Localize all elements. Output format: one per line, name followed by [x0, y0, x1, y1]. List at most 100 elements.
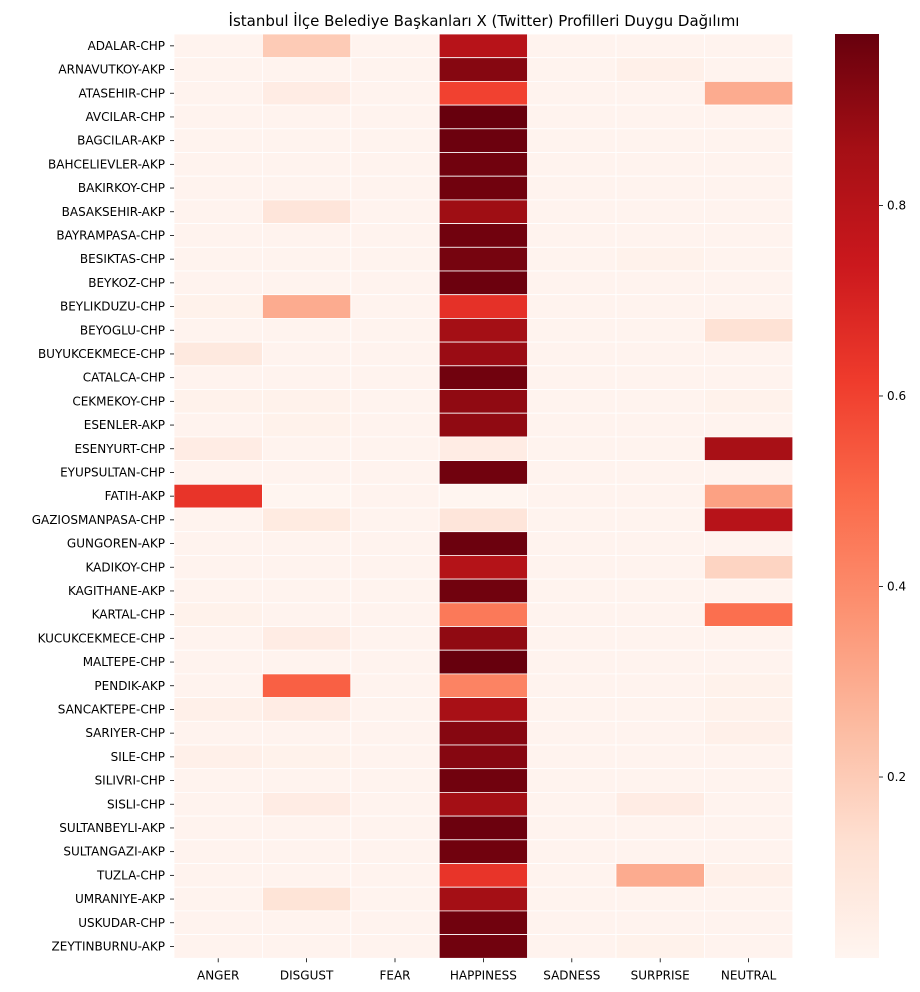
heatmap-cell — [350, 128, 440, 153]
colorbar-tick-label: 0.2 — [887, 770, 906, 784]
heatmap-cell — [173, 839, 263, 864]
heatmap-cell — [704, 341, 794, 367]
heatmap-cell — [615, 886, 705, 912]
heatmap-cell — [438, 294, 529, 319]
heatmap-cell — [527, 555, 617, 580]
heatmap-cell — [350, 81, 440, 106]
heatmap-cell — [615, 128, 705, 153]
heatmap-cell — [173, 768, 263, 793]
row-label: BAKIRKOY-CHP — [78, 181, 165, 195]
heatmap-cell — [350, 697, 440, 722]
heatmap-cell — [173, 602, 263, 627]
row-label: SANCAKTEPE-CHP — [58, 702, 165, 716]
heatmap-cell — [438, 863, 529, 888]
heatmap-cell — [261, 460, 352, 485]
heatmap-cell — [704, 720, 794, 746]
row-label: KADIKOY-CHP — [85, 560, 165, 574]
heatmap-cell — [704, 626, 794, 651]
heatmap-cell — [704, 294, 794, 319]
heatmap-cell — [438, 626, 529, 651]
heatmap-cell — [704, 223, 794, 248]
row-label: CATALCA-CHP — [83, 371, 165, 385]
heatmap-cell — [438, 531, 529, 556]
heatmap-cell — [615, 246, 705, 272]
heatmap-cell — [173, 128, 263, 153]
heatmap-cell — [350, 839, 440, 864]
heatmap-cell — [615, 626, 705, 651]
heatmap-cell — [438, 365, 529, 390]
heatmap-cell — [527, 104, 617, 130]
heatmap-cell — [261, 223, 352, 248]
heatmap-cell — [527, 199, 617, 224]
heatmap-cell — [261, 33, 352, 59]
row-label: EYUPSULTAN-CHP — [60, 465, 165, 479]
heatmap-cell — [527, 815, 617, 841]
heatmap-cell — [615, 578, 705, 604]
heatmap-cell — [261, 934, 352, 959]
heatmap-cell — [173, 910, 263, 936]
heatmap-cell — [527, 317, 617, 343]
heatmap-cell — [350, 815, 440, 841]
heatmap-cell — [350, 886, 440, 912]
heatmap-cell — [704, 863, 794, 888]
heatmap-cell — [704, 199, 794, 224]
heatmap-cell — [615, 317, 705, 343]
heatmap-cell — [173, 175, 263, 201]
heatmap-cell — [261, 720, 352, 746]
heatmap-cell — [261, 886, 352, 912]
heatmap-cell — [173, 389, 263, 414]
row-label: SILIVRI-CHP — [95, 774, 165, 788]
heatmap-cell — [438, 412, 529, 438]
heatmap-cell — [261, 792, 352, 817]
heatmap-cell — [438, 483, 529, 509]
heatmap-cell — [173, 223, 263, 248]
heatmap-cell — [704, 839, 794, 864]
heatmap-cell — [350, 768, 440, 793]
heatmap-cell — [704, 886, 794, 912]
heatmap-cell — [261, 412, 352, 438]
heatmap-cell — [527, 720, 617, 746]
heatmap-cell — [527, 246, 617, 272]
heatmap-cell — [438, 720, 529, 746]
heatmap-cell — [527, 436, 617, 461]
row-label: SISLI-CHP — [107, 797, 165, 811]
heatmap-cell — [350, 626, 440, 651]
heatmap-cell — [438, 270, 529, 296]
heatmap-cell — [615, 910, 705, 936]
row-label: AVCILAR-CHP — [85, 110, 165, 124]
heatmap-cell — [350, 934, 440, 959]
heatmap-cell — [438, 649, 529, 675]
row-label: SARIYER-CHP — [85, 726, 165, 740]
heatmap-cell — [173, 673, 263, 699]
heatmap-cell — [173, 649, 263, 675]
heatmap-cell — [173, 199, 263, 224]
heatmap-cell — [173, 720, 263, 746]
heatmap-cell — [615, 412, 705, 438]
heatmap-cell — [615, 768, 705, 793]
heatmap-cell — [438, 839, 529, 864]
row-label: GUNGOREN-AKP — [67, 537, 165, 551]
heatmap-cell — [527, 934, 617, 959]
heatmap-cell — [527, 744, 617, 770]
heatmap-cell — [527, 57, 617, 82]
row-label: SULTANGAZI-AKP — [63, 845, 165, 859]
heatmap-cell — [350, 33, 440, 59]
heatmap-cell — [704, 460, 794, 485]
heatmap-cell — [615, 815, 705, 841]
heatmap-cell — [615, 33, 705, 59]
heatmap-cell — [173, 341, 263, 367]
heatmap-cell — [350, 602, 440, 627]
heatmap-cell — [350, 531, 440, 556]
heatmap-cell — [527, 768, 617, 793]
heatmap-cell — [527, 578, 617, 604]
heatmap-cell — [615, 57, 705, 82]
heatmap-cell — [173, 412, 263, 438]
heatmap-cell — [527, 365, 617, 390]
heatmap-cell — [173, 33, 263, 59]
heatmap-cell — [261, 910, 352, 936]
heatmap-cell — [261, 768, 352, 793]
column-label: ANGER — [197, 968, 239, 982]
heatmap-cell — [438, 507, 529, 533]
heatmap-cell — [615, 389, 705, 414]
heatmap-cell — [704, 602, 794, 627]
